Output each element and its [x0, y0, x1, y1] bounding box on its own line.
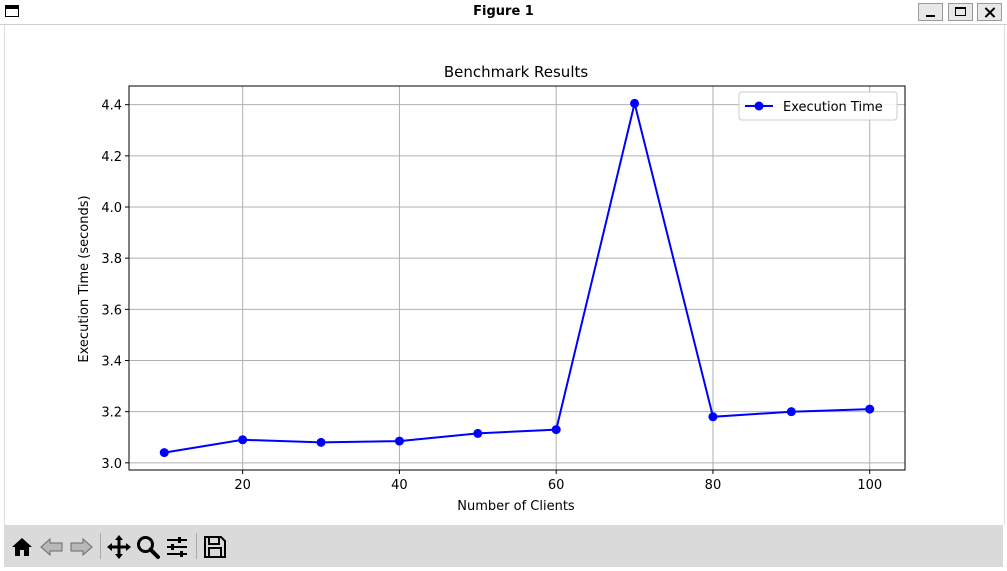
move-icon: [107, 535, 131, 559]
zoom-button[interactable]: [135, 534, 161, 560]
window-icon: [5, 5, 19, 17]
window-title: Figure 1: [473, 4, 534, 19]
line-chart: 20 40 60 80 100 3.0 3.2 3.4 3.6 3.8 4.0 4.2 4.4 Exec…: [77, 63, 906, 514]
minimize-button[interactable]: [918, 3, 943, 21]
navigation-toolbar: [4, 525, 1003, 567]
y-tick-label: 3.4: [101, 355, 122, 370]
data-point: [786, 407, 796, 417]
back-button[interactable]: [39, 534, 65, 560]
y-tick-label: 3.0: [101, 457, 122, 472]
y-tick-label: 3.8: [101, 252, 122, 267]
data-point: [159, 448, 169, 458]
legend-marker: [754, 101, 764, 111]
data-point: [473, 428, 483, 438]
y-tick-label: 4.4: [101, 99, 122, 114]
toolbar-separator: [100, 533, 101, 559]
home-icon: [12, 538, 32, 556]
x-tick-label: 20: [234, 478, 251, 493]
legend-label: Execution Time: [783, 100, 883, 115]
toolbar-separator: [196, 533, 197, 559]
y-tick-label: 4.2: [101, 150, 122, 165]
maximize-button[interactable]: [948, 3, 973, 21]
sliders-icon: [167, 537, 187, 557]
data-point: [394, 436, 404, 446]
legend-box: [738, 91, 898, 121]
y-tick-label: 3.6: [101, 303, 122, 318]
data-point: [238, 435, 248, 445]
floppy-disk-icon: [204, 536, 226, 558]
title-bar: Figure 1: [0, 0, 1007, 25]
x-tick-label: 60: [548, 478, 565, 493]
y-tick-label: 3.2: [101, 406, 122, 421]
back-arrow-icon: [40, 537, 63, 557]
x-tick-label: 80: [705, 478, 722, 493]
save-button[interactable]: [202, 534, 228, 560]
chart-title: Benchmark Results: [444, 63, 589, 81]
data-point: [316, 437, 326, 447]
forward-arrow-icon: [70, 537, 93, 557]
data-point: [865, 404, 875, 414]
data-point: [708, 412, 718, 422]
x-tick-label: 40: [391, 478, 408, 493]
data-point: [551, 425, 561, 435]
forward-button[interactable]: [68, 534, 94, 560]
magnifier-icon: [137, 536, 160, 559]
y-axis-label: Execution Time (seconds): [77, 195, 92, 362]
home-button[interactable]: [9, 534, 35, 560]
close-button[interactable]: [977, 3, 1002, 21]
configure-subplots-button[interactable]: [164, 534, 190, 560]
y-tick-label: 4.0: [101, 201, 122, 216]
x-tick-label: 100: [857, 478, 882, 493]
plot-frame: [128, 85, 906, 471]
series-line: [164, 103, 870, 454]
data-point: [630, 98, 640, 108]
x-axis-label: Number of Clients: [457, 499, 575, 514]
pan-button[interactable]: [106, 534, 132, 560]
